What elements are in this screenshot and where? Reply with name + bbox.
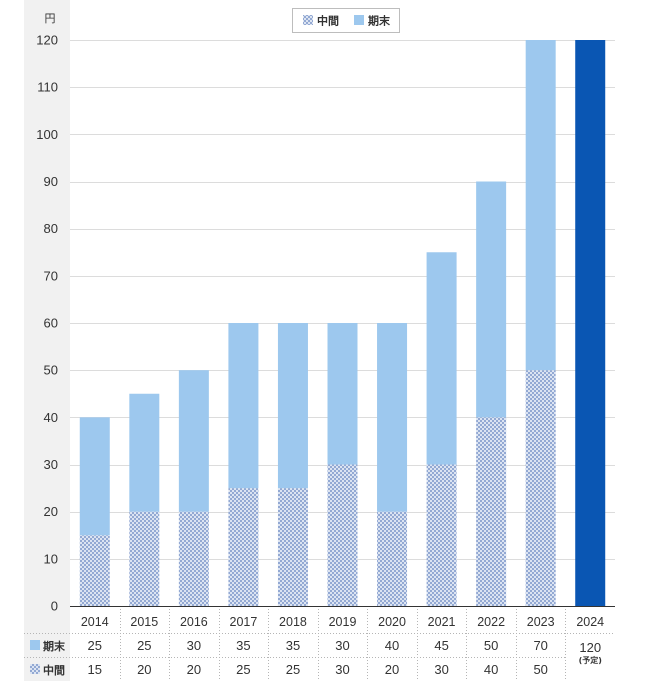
legend-swatch-interim bbox=[303, 15, 313, 25]
y-tick-label: 20 bbox=[44, 504, 58, 519]
y-tick-label: 10 bbox=[44, 551, 58, 566]
y-tick-label: 110 bbox=[37, 80, 58, 95]
y-tick-label: 0 bbox=[51, 599, 58, 614]
table-cell-interim: 20 bbox=[137, 662, 151, 677]
table-cell-interim: 40 bbox=[484, 662, 498, 677]
table-cell-interim: 25 bbox=[286, 662, 300, 677]
bar-interim-2018 bbox=[277, 488, 308, 606]
bar-interim-2015 bbox=[129, 511, 160, 606]
bar-yearend-2018 bbox=[277, 323, 308, 489]
x-tick-label: 2016 bbox=[180, 615, 208, 629]
bar-yearend-2022 bbox=[476, 181, 507, 418]
table-cell-yearend: 70 bbox=[533, 638, 547, 653]
value-table: 25 15 25 20 30 20 35 25 35 25 30 30 40 20 45 30 50 40 70 50… bbox=[24, 609, 615, 681]
y-axis-unit: 円 bbox=[45, 12, 56, 25]
bars bbox=[79, 40, 606, 606]
bar-yearend-2016 bbox=[178, 370, 209, 512]
y-tick-label: 40 bbox=[44, 410, 58, 425]
x-tick-label: 2020 bbox=[378, 615, 406, 629]
legend: 中間 期末 bbox=[292, 8, 400, 33]
row-label-yearend: 期末 bbox=[43, 639, 66, 653]
x-tick-label: 2014 bbox=[81, 615, 109, 629]
table-cell-yearend: 25 bbox=[88, 638, 102, 653]
x-tick-label: 2017 bbox=[230, 615, 258, 629]
bar-interim-2016 bbox=[178, 511, 209, 606]
bar-interim-2014 bbox=[79, 535, 110, 606]
x-tick-label: 2021 bbox=[428, 615, 456, 629]
bar-yearend-2019 bbox=[327, 323, 358, 465]
y-tick-label: 30 bbox=[44, 457, 58, 472]
y-tick-label: 100 bbox=[36, 127, 58, 142]
legend-swatch-yearend bbox=[354, 15, 364, 25]
y-tick-label: 70 bbox=[44, 268, 58, 283]
table-cell-yearend: 35 bbox=[286, 638, 300, 653]
bar-interim-2023 bbox=[525, 370, 556, 606]
table-row-label-interim: 中間 bbox=[30, 663, 65, 677]
bar-yearend-2020 bbox=[377, 323, 408, 512]
bar-interim-2022 bbox=[476, 417, 507, 606]
bar-yearend-2014 bbox=[79, 417, 110, 536]
y-axis-panel bbox=[24, 0, 70, 681]
bar-interim-2021 bbox=[426, 464, 457, 606]
y-tick-label: 90 bbox=[44, 174, 58, 189]
table-cell-yearend: 40 bbox=[385, 638, 399, 653]
x-tick-label: 2019 bbox=[329, 615, 357, 629]
table-cell-yearend: 30 bbox=[187, 638, 201, 653]
x-tick-label: 2022 bbox=[477, 615, 505, 629]
interim-swatch bbox=[30, 664, 40, 674]
y-axis-ticks: 0 10 20 30 40 50 60 70 80 90 100 110 120 bbox=[36, 33, 58, 614]
table-cell-interim: 15 bbox=[88, 662, 102, 677]
y-tick-label: 80 bbox=[44, 221, 58, 236]
legend-label-interim: 中間 bbox=[317, 14, 339, 28]
x-tick-label: 2018 bbox=[279, 615, 307, 629]
table-cell-interim: 50 bbox=[533, 662, 547, 677]
bar-yearend-2017 bbox=[228, 323, 259, 489]
table-cell-forecast-note: (予定) bbox=[579, 655, 602, 665]
x-axis-ticks: 2014 2015 2016 2017 2018 2019 2020 2021 2022 2023… bbox=[81, 615, 604, 629]
yearend-swatch bbox=[30, 640, 40, 650]
table-cell-interim: 20 bbox=[385, 662, 399, 677]
y-tick-label: 50 bbox=[44, 363, 58, 378]
bar-interim-2019 bbox=[327, 464, 358, 606]
bar-yearend-2021 bbox=[426, 252, 457, 465]
table-cell-yearend: 30 bbox=[335, 638, 349, 653]
table-cell-interim: 30 bbox=[335, 662, 349, 677]
table-cell-interim: 30 bbox=[434, 662, 448, 677]
bar-interim-2020 bbox=[377, 511, 408, 606]
table-cell-forecast: 120 bbox=[579, 640, 601, 655]
table-cell-interim: 20 bbox=[187, 662, 201, 677]
table-row-label-yearend: 期末 bbox=[30, 639, 66, 653]
table-cell-yearend: 45 bbox=[434, 638, 448, 653]
table-cell-yearend: 25 bbox=[137, 638, 151, 653]
bar-interim-2017 bbox=[228, 488, 259, 606]
bar-forecast-2024 bbox=[575, 40, 606, 606]
x-tick-label: 2023 bbox=[527, 615, 555, 629]
table-cell-interim: 25 bbox=[236, 662, 250, 677]
bar-yearend-2023 bbox=[525, 40, 556, 371]
y-tick-label: 120 bbox=[36, 33, 58, 48]
x-tick-label: 2024 bbox=[576, 615, 604, 629]
legend-label-yearend: 期末 bbox=[368, 14, 391, 28]
table-cell-yearend: 35 bbox=[236, 638, 250, 653]
x-tick-label: 2015 bbox=[130, 615, 158, 629]
y-tick-label: 60 bbox=[44, 316, 58, 331]
row-label-interim: 中間 bbox=[43, 663, 65, 677]
table-cell-yearend: 50 bbox=[484, 638, 498, 653]
bar-yearend-2015 bbox=[129, 393, 160, 512]
